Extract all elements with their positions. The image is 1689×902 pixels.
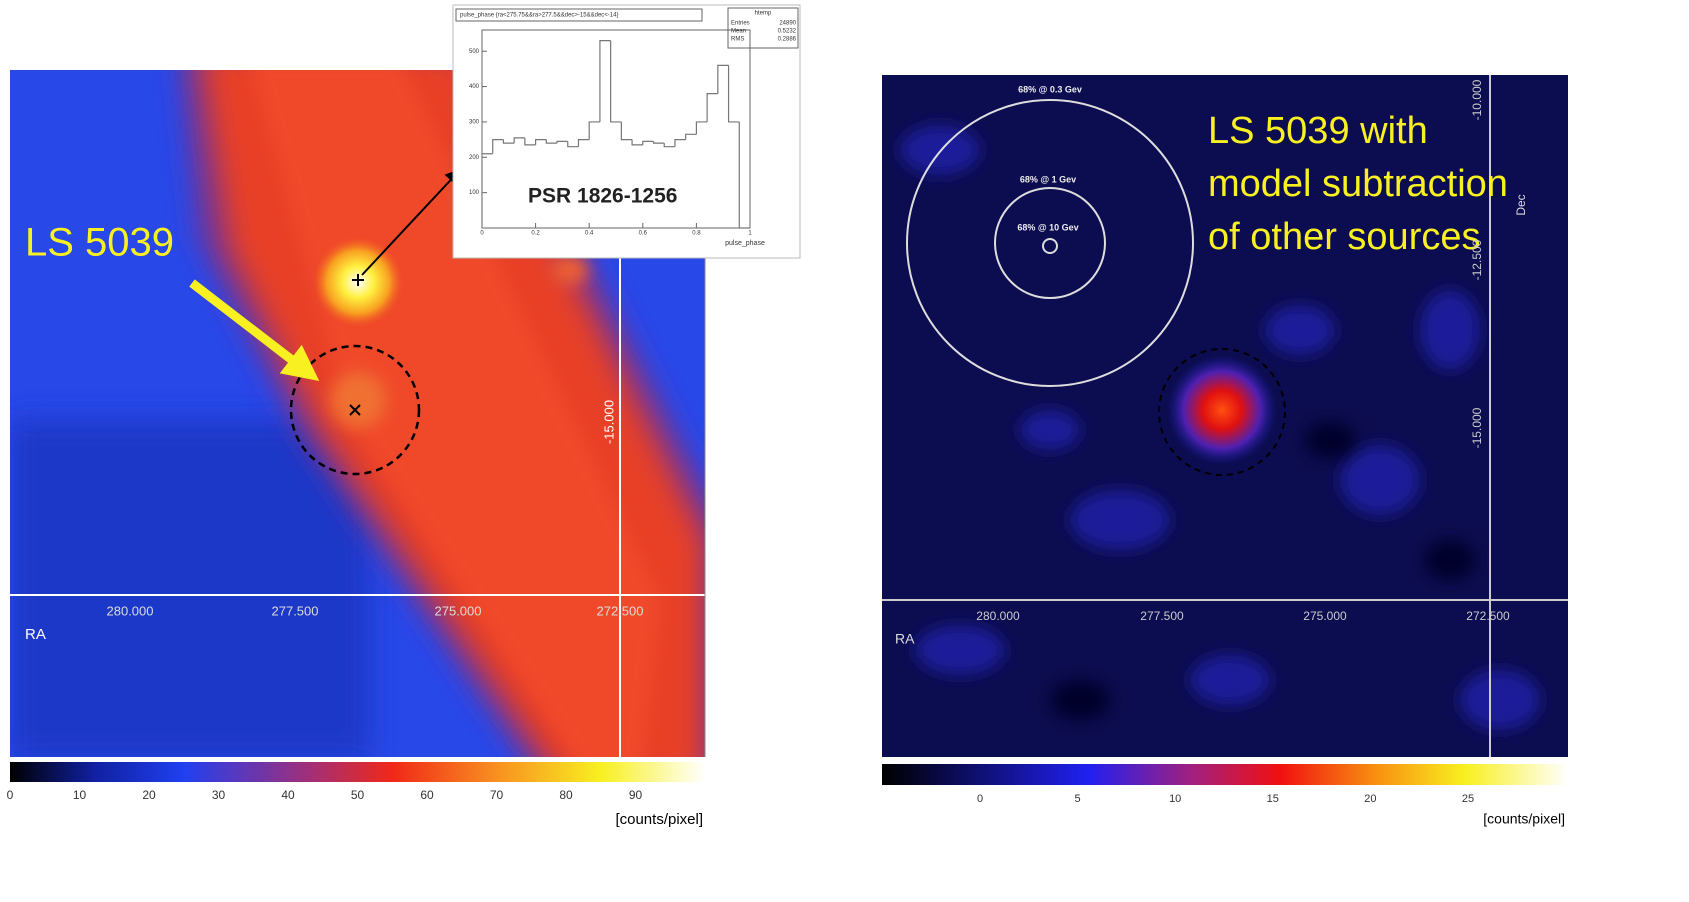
ra-tick-label: 277.500 xyxy=(272,603,319,618)
colorbar-tick-label: 15 xyxy=(1267,793,1279,805)
x-tick-label: 0.8 xyxy=(692,231,701,237)
stats-name: htemp xyxy=(755,11,772,17)
axis-label: Dec xyxy=(1514,194,1528,215)
y-tick-label: 400 xyxy=(469,84,480,90)
ra-tick-label: 280.000 xyxy=(976,609,1020,623)
colorbar-unit: [counts/pixel] xyxy=(1483,811,1565,827)
ra-tick-label: 275.000 xyxy=(1303,609,1347,623)
colorbar-tick-label: 40 xyxy=(281,788,295,802)
inset-title: pulse_phase {ra<275.75&&ra>277.5&&dec>-1… xyxy=(460,13,618,19)
ra-tick-label: 275.000 xyxy=(435,603,482,618)
ra-tick-label: 272.500 xyxy=(1466,609,1510,623)
colorbar-tick-label: 50 xyxy=(351,788,365,802)
x-tick-label: 0.6 xyxy=(639,231,648,237)
colorbar-tick-label: 20 xyxy=(1364,793,1376,805)
axis-label: RA xyxy=(895,631,915,647)
stats-key: RMS xyxy=(731,37,744,43)
caption: LS 5039 with xyxy=(1208,110,1428,152)
dec-tick-label: -10.000 xyxy=(1470,79,1484,120)
axis-label: RA xyxy=(25,626,46,643)
source-name: PSR 1826-1256 xyxy=(528,185,677,208)
caption: model subtraction xyxy=(1208,163,1508,205)
colorbar-tick-label: 20 xyxy=(142,788,156,802)
dec-tick-label: -15.000 xyxy=(601,400,616,444)
colorbar-tick-label: 5 xyxy=(1075,793,1081,805)
colorbar-tick-label: 60 xyxy=(420,788,434,802)
y-tick-label: 200 xyxy=(469,155,480,161)
circle-label: 68% @ 1 Gev xyxy=(1020,174,1076,184)
circle-label: 68% @ 10 Gev xyxy=(1017,222,1078,232)
stats-value: 0.5232 xyxy=(778,29,797,35)
colorbar-tick-label: 10 xyxy=(73,788,87,802)
circle-label: 68% @ 0.3 Gev xyxy=(1018,84,1082,94)
colorbar-tick-label: 0 xyxy=(977,793,983,805)
colorbar xyxy=(882,764,1568,785)
colorbar xyxy=(10,762,705,782)
y-tick-label: 300 xyxy=(469,120,480,126)
dec-tick-label: -15.000 xyxy=(1470,407,1484,448)
source-label: LS 5039 xyxy=(25,221,174,265)
colorbar-tick-label: 70 xyxy=(490,788,504,802)
colorbar-tick-label: 0 xyxy=(7,788,14,802)
stats-key: Entries xyxy=(731,21,750,27)
caption: of other sources xyxy=(1208,216,1480,258)
dec-tick-label: -12.500 xyxy=(1470,239,1484,280)
y-tick-label: 100 xyxy=(469,190,480,196)
colorbar-tick-label: 90 xyxy=(629,788,643,802)
stats-value: 0.2886 xyxy=(778,37,797,43)
colorbar-tick-label: 25 xyxy=(1462,793,1474,805)
colorbar-tick-label: 80 xyxy=(559,788,573,802)
ra-tick-label: 277.500 xyxy=(1140,609,1184,623)
x-tick-label: 0.4 xyxy=(585,231,594,237)
x-tick-label: 0.2 xyxy=(531,231,540,237)
colorbar-unit: [counts/pixel] xyxy=(615,811,703,828)
ra-tick-label: 272.500 xyxy=(597,603,644,618)
colorbar-tick-label: 30 xyxy=(212,788,226,802)
y-tick-label: 500 xyxy=(469,49,480,55)
x-axis-label: pulse_phase xyxy=(725,240,765,247)
slide: LS 5039 RA -15.000 [counts/pixel] pulse_… xyxy=(0,0,1689,902)
ra-tick-label: 280.000 xyxy=(107,603,154,618)
colorbar-tick-label: 10 xyxy=(1169,793,1181,805)
stats-value: 24890 xyxy=(779,21,796,27)
inset xyxy=(453,5,800,258)
stats-key: Mean xyxy=(731,29,746,35)
